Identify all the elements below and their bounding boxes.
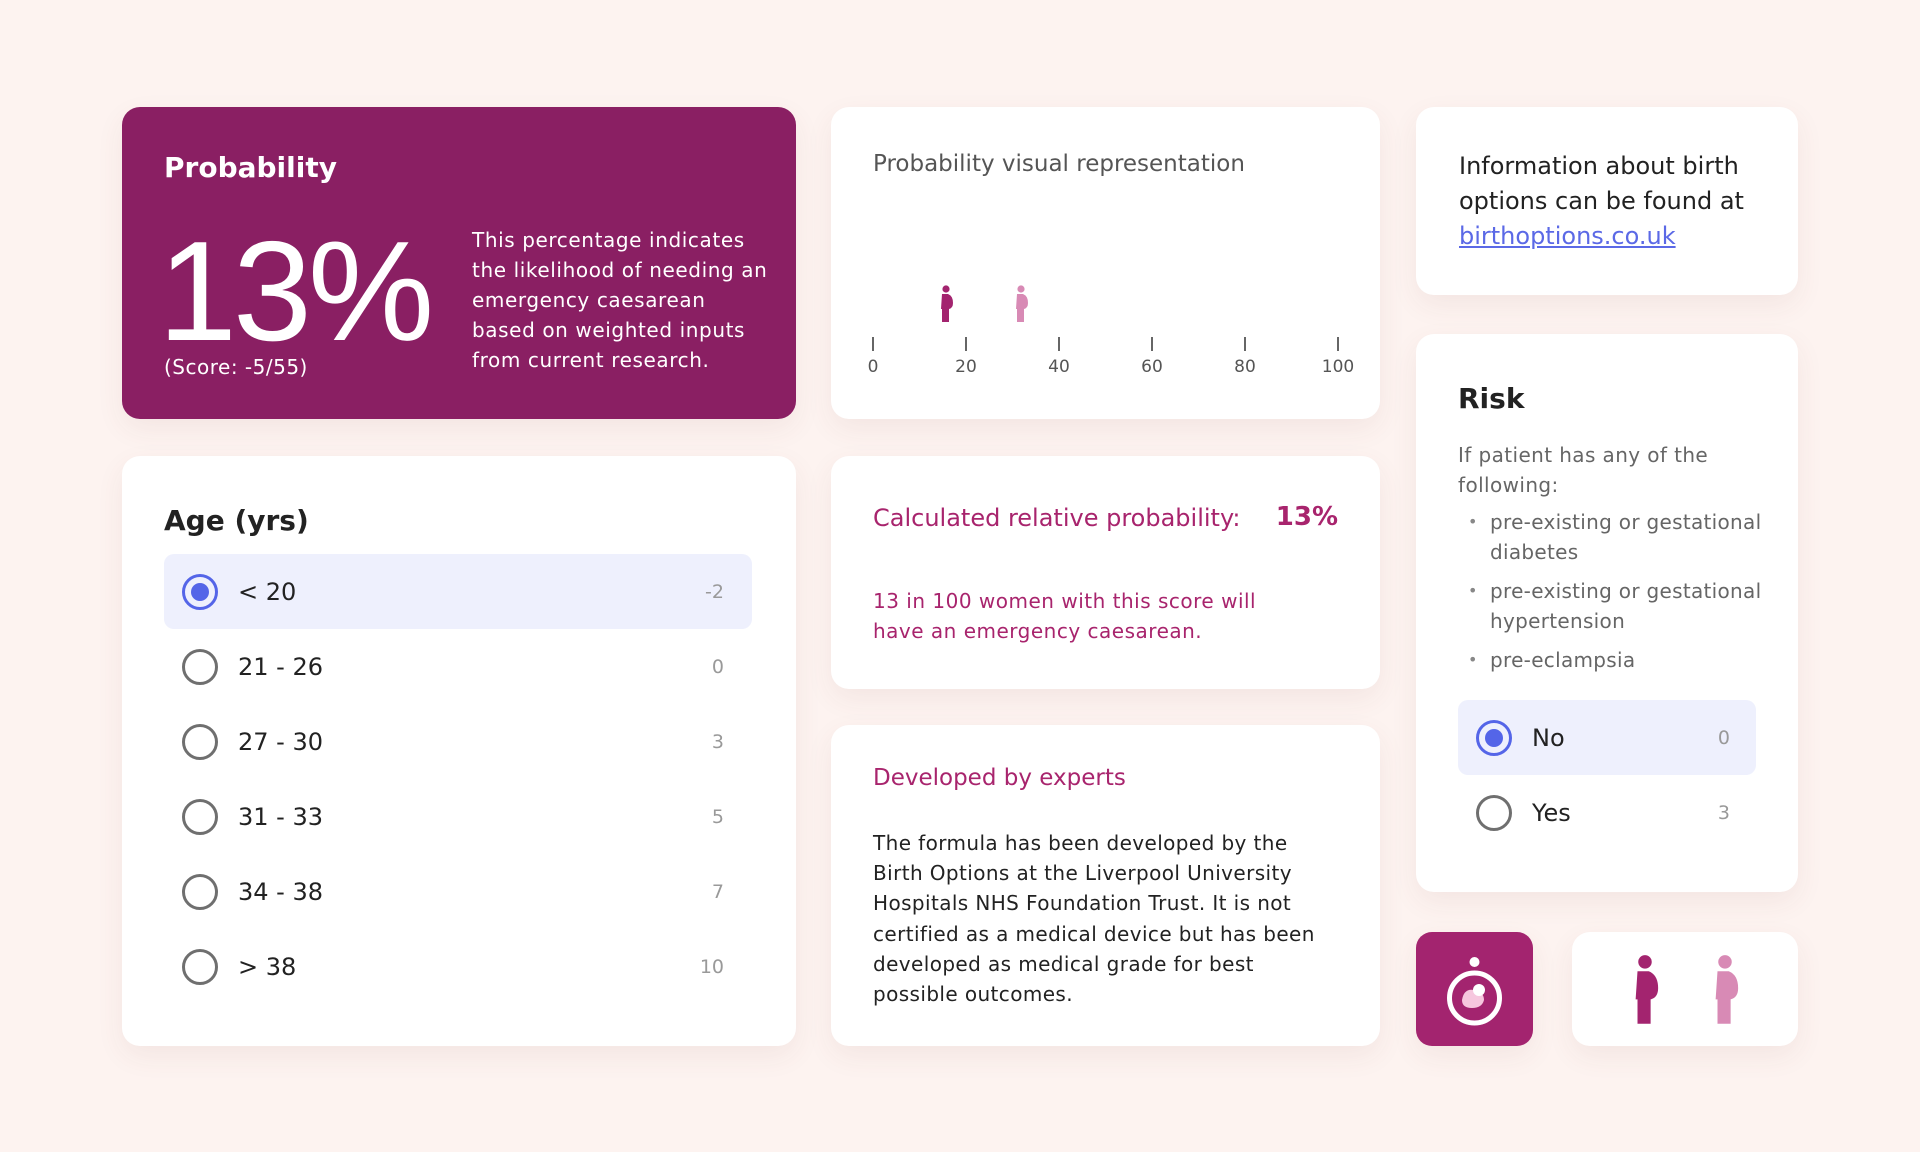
age-option[interactable]: 31 - 33 5	[164, 779, 752, 854]
probability-title: Probability	[164, 151, 337, 184]
radio-button[interactable]	[182, 948, 218, 985]
probability-description: This percentage indicates the likelihood…	[472, 228, 768, 372]
risk-item: pre-existing or gestational diabetes	[1458, 507, 1778, 567]
option-label: No	[1532, 723, 1565, 752]
option-score: 5	[711, 805, 724, 828]
option-label: 31 - 33	[238, 802, 323, 831]
radio-button[interactable]	[182, 573, 218, 610]
radio-button[interactable]	[1476, 719, 1512, 756]
visual-representation-card: Probability visual representation 0 20 4…	[831, 107, 1380, 419]
risk-option-yes[interactable]: Yes 3	[1458, 775, 1756, 850]
developed-text: The formula has been developed by the Bi…	[873, 831, 1315, 1007]
axis-tick: 20	[946, 337, 986, 377]
probability-card: Probability 13% (Score: -5/55) This perc…	[122, 107, 796, 419]
axis-tick: 100	[1318, 337, 1358, 377]
risk-item: pre-eclampsia	[1458, 645, 1778, 675]
option-score: 0	[711, 655, 724, 678]
option-label: 21 - 26	[238, 652, 323, 681]
figures-card	[1572, 932, 1798, 1046]
option-label: 34 - 38	[238, 877, 323, 906]
age-option[interactable]: 27 - 30 3	[164, 704, 752, 779]
option-score: -2	[705, 580, 724, 603]
developed-card: Developed by experts The formula has bee…	[831, 725, 1380, 1046]
calculated-label: Calculated relative probability:	[873, 504, 1241, 532]
pregnant-woman-icon	[1016, 285, 1028, 322]
marker-dark	[938, 285, 954, 327]
radio-button[interactable]	[1476, 794, 1512, 831]
risk-card: Risk If patient has any of the following…	[1416, 334, 1798, 892]
age-options: < 20 -2 21 - 26 0 27 - 30 3 31 - 33 5 34…	[164, 554, 752, 1004]
pregnant-woman-icon	[1635, 955, 1659, 1024]
age-title: Age (yrs)	[164, 504, 309, 537]
info-text: Information about birth options can be f…	[1459, 149, 1779, 254]
radio-button[interactable]	[182, 648, 218, 685]
pregnant-woman-icon	[1715, 955, 1739, 1024]
risk-item: pre-existing or gestational hypertension	[1458, 576, 1778, 636]
pregnant-woman-icon	[941, 285, 953, 322]
risk-list: pre-existing or gestational diabetes pre…	[1458, 507, 1778, 684]
option-label: < 20	[238, 577, 297, 606]
option-label: > 38	[238, 952, 297, 981]
option-score: 3	[1717, 801, 1730, 824]
option-score: 7	[711, 880, 724, 903]
option-score: 3	[711, 730, 724, 753]
probability-value: 13%	[158, 212, 434, 371]
age-option[interactable]: > 38 10	[164, 929, 752, 1004]
risk-options: No 0 Yes 3	[1458, 700, 1756, 850]
radio-button[interactable]	[182, 723, 218, 760]
logo-card	[1416, 932, 1533, 1046]
birthoptions-link[interactable]: birthoptions.co.uk	[1459, 222, 1676, 250]
marker-light	[1013, 285, 1029, 327]
calculated-note: 13 in 100 women with this score will hav…	[873, 589, 1257, 643]
radio-button[interactable]	[182, 798, 218, 835]
axis-tick: 80	[1225, 337, 1265, 377]
option-label: Yes	[1532, 798, 1571, 827]
age-option[interactable]: 34 - 38 7	[164, 854, 752, 929]
option-score: 0	[1717, 726, 1730, 749]
risk-title: Risk	[1458, 382, 1525, 415]
calculated-value: 13%	[1275, 502, 1338, 532]
option-label: 27 - 30	[238, 727, 323, 756]
info-text-label: Information about birth options can be f…	[1459, 152, 1744, 215]
age-option[interactable]: 21 - 26 0	[164, 629, 752, 704]
radio-button[interactable]	[182, 873, 218, 910]
developed-title: Developed by experts	[873, 765, 1126, 791]
visual-title: Probability visual representation	[873, 151, 1245, 177]
calculated-card: Calculated relative probability: 13% 13 …	[831, 456, 1380, 689]
probability-score: (Score: -5/55)	[164, 355, 308, 379]
age-card: Age (yrs) < 20 -2 21 - 26 0 27 - 30 3 31…	[122, 456, 796, 1046]
info-card: Information about birth options can be f…	[1416, 107, 1798, 295]
axis-tick: 60	[1132, 337, 1172, 377]
axis-tick: 40	[1039, 337, 1079, 377]
baby-in-womb-icon	[1447, 957, 1502, 1026]
option-score: 10	[699, 955, 724, 978]
risk-intro: If patient has any of the following:	[1458, 443, 1709, 497]
age-option[interactable]: < 20 -2	[164, 554, 752, 629]
probability-axis: 0 20 40 60 80 100	[868, 285, 1354, 387]
risk-option-no[interactable]: No 0	[1458, 700, 1756, 775]
axis-tick: 0	[853, 337, 893, 377]
